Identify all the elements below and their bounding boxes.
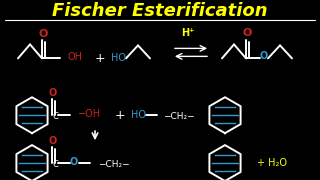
Text: −CH₂−: −CH₂−	[163, 112, 195, 121]
Text: O: O	[38, 29, 48, 39]
Text: O: O	[260, 51, 268, 61]
Text: O: O	[70, 157, 78, 167]
Text: C: C	[52, 112, 58, 121]
Text: −CH₂−: −CH₂−	[98, 159, 130, 168]
Text: OH: OH	[67, 52, 82, 62]
Text: +: +	[115, 109, 125, 122]
Text: Fischer Esterification: Fischer Esterification	[52, 3, 268, 21]
Text: O: O	[242, 28, 252, 39]
Text: O: O	[49, 88, 57, 98]
Text: + H₂O: + H₂O	[257, 158, 287, 168]
Text: +: +	[95, 52, 105, 65]
Text: HO: HO	[131, 110, 146, 120]
Text: O: O	[49, 136, 57, 146]
Text: H⁺: H⁺	[181, 28, 195, 39]
Text: C: C	[52, 159, 58, 168]
Text: −OH: −OH	[78, 109, 101, 119]
Text: HO: HO	[111, 53, 126, 63]
